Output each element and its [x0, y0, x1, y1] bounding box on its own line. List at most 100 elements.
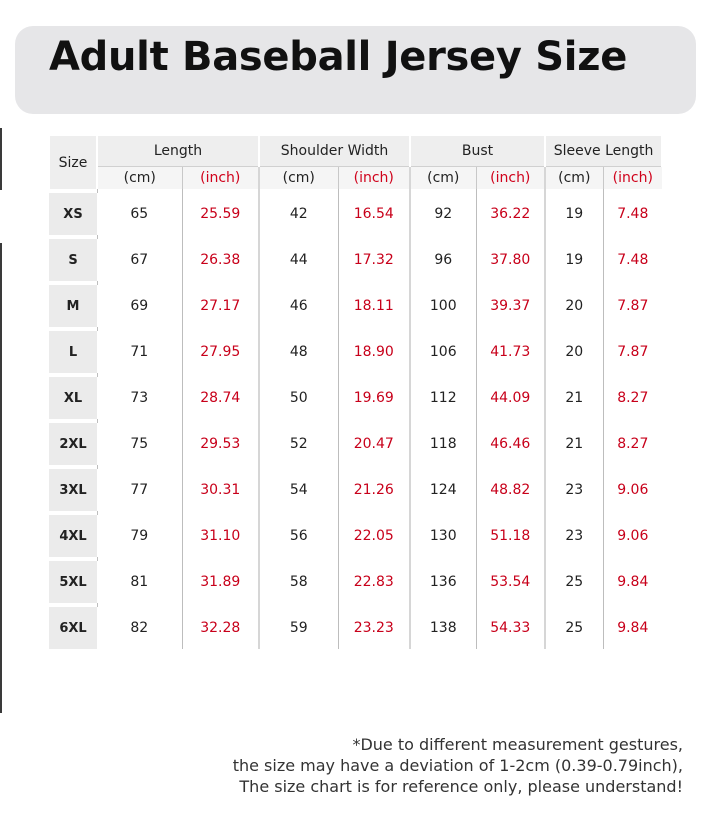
- row-spacer-cell: [544, 373, 604, 377]
- inch-value-cell: 7.87: [602, 285, 663, 327]
- size-label: S: [49, 239, 97, 281]
- inch-value-cell: 16.54: [337, 193, 411, 235]
- row-spacer-cell: [602, 465, 663, 469]
- cm-value-cell: 75: [130, 436, 149, 452]
- inch-value-cell: 18.11: [337, 285, 411, 327]
- table-row: 2XL 75 29.53 52 20.47 118 46.46 21 8.27: [49, 423, 663, 465]
- row-spacer-cell: [96, 557, 182, 561]
- cm-value-cell: 19: [544, 239, 604, 281]
- row-spacer-cell: [337, 557, 411, 561]
- cm-value-cell: 65: [130, 206, 149, 222]
- row-spacer: [49, 557, 663, 561]
- row-spacer: [49, 373, 663, 377]
- size-label: XL: [49, 377, 97, 419]
- row-spacer-cell: [475, 373, 546, 377]
- left-edge-rule: [0, 243, 2, 713]
- row-spacer-cell: [181, 235, 260, 239]
- size-label: M: [49, 285, 97, 327]
- row-spacer-cell: [258, 373, 339, 377]
- row-spacer-cell: [258, 419, 339, 423]
- inch-value-cell: 22.05: [337, 515, 411, 557]
- row-spacer-cell: [49, 511, 97, 515]
- cm-value-cell: 130: [409, 515, 477, 557]
- row-spacer-cell: [475, 327, 546, 331]
- row-spacer-cell: [602, 557, 663, 561]
- cm-value-cell: 25: [544, 561, 604, 603]
- inch-value-cell: 9.06: [602, 515, 663, 557]
- inch-value-cell: 46.46: [475, 423, 546, 465]
- sleeve-length-header: Sleeve Length: [544, 136, 664, 167]
- row-spacer-cell: [258, 281, 339, 285]
- row-spacer-cell: [181, 557, 260, 561]
- cm-value-cell: 59: [258, 607, 339, 649]
- cm-value-cell: 77: [130, 482, 149, 498]
- row-spacer-cell: [409, 281, 477, 285]
- note-line: *Due to different measurement gestures,: [352, 735, 683, 754]
- table-row: M 69 27.17 46 18.11 100 39.37 20 7.87: [49, 285, 663, 327]
- row-spacer-cell: [49, 465, 97, 469]
- inch-value-cell: 26.38: [181, 239, 260, 281]
- row-spacer-cell: [475, 465, 546, 469]
- inch-value-cell: 8.27: [602, 377, 663, 419]
- row-spacer-cell: [544, 511, 604, 515]
- row-spacer-cell: [337, 603, 411, 607]
- row-spacer-cell: [602, 281, 663, 285]
- size-label: 2XL: [49, 423, 97, 465]
- inch-value-cell: 32.28: [181, 607, 260, 649]
- row-spacer-cell: [544, 465, 604, 469]
- row-spacer-cell: [544, 557, 604, 561]
- row-spacer-cell: [96, 465, 182, 469]
- row-spacer-cell: [337, 235, 411, 239]
- cm-value-cell: 19: [544, 193, 604, 235]
- row-spacer-cell: [475, 189, 546, 193]
- cm-value-cell: 21: [544, 423, 604, 465]
- row-spacer-cell: [49, 281, 97, 285]
- row-spacer: [49, 189, 663, 193]
- row-spacer-cell: [337, 189, 411, 193]
- row-spacer-cell: [544, 189, 604, 193]
- size-column-header: Size: [48, 136, 98, 189]
- row-spacer-cell: [337, 465, 411, 469]
- cm-value-cell: 42: [258, 193, 339, 235]
- cm-value-cell: 58: [258, 561, 339, 603]
- cm-value-cell: 118: [409, 423, 477, 465]
- row-spacer-cell: [337, 419, 411, 423]
- inch-value-cell: 9.84: [602, 607, 663, 649]
- cm-value-cell: 56: [258, 515, 339, 557]
- row-spacer-cell: [49, 189, 97, 193]
- cm-value-cell: 48: [258, 331, 339, 373]
- row-spacer-cell: [409, 557, 477, 561]
- inch-value-cell: 9.06: [602, 469, 663, 511]
- row-spacer-cell: [602, 235, 663, 239]
- row-spacer-cell: [49, 235, 97, 239]
- table-row: XS 65 25.59 42 16.54 92 36.22 19 7.48: [49, 193, 663, 235]
- row-spacer-cell: [409, 603, 477, 607]
- row-spacer-cell: [544, 419, 604, 423]
- cm-value-cell: 81: [130, 574, 149, 590]
- row-spacer-cell: [602, 603, 663, 607]
- cm-value-cell: 79: [130, 528, 149, 544]
- row-spacer-cell: [475, 281, 546, 285]
- cm-value-cell: 71: [130, 344, 149, 360]
- table-row: 6XL 82 32.28 59 23.23 138 54.33 25 9.84: [49, 607, 663, 649]
- size-label: 5XL: [49, 561, 97, 603]
- row-spacer-cell: [409, 373, 477, 377]
- row-spacer: [49, 281, 663, 285]
- size-label: 6XL: [49, 607, 97, 649]
- row-spacer-cell: [181, 189, 260, 193]
- row-spacer-cell: [49, 603, 97, 607]
- row-spacer-cell: [409, 235, 477, 239]
- row-spacer-cell: [475, 511, 546, 515]
- table-row: 4XL 79 31.10 56 22.05 130 51.18 23 9.06: [49, 515, 663, 557]
- row-spacer-cell: [544, 235, 604, 239]
- row-spacer-cell: [49, 557, 97, 561]
- row-spacer-cell: [181, 603, 260, 607]
- inch-value-cell: 27.95: [181, 331, 260, 373]
- inch-value-cell: 41.73: [475, 331, 546, 373]
- row-spacer-cell: [258, 189, 339, 193]
- row-spacer-cell: [181, 511, 260, 515]
- inch-value-cell: 31.89: [181, 561, 260, 603]
- row-spacer-cell: [475, 419, 546, 423]
- row-spacer-cell: [409, 327, 477, 331]
- row-spacer-cell: [96, 189, 182, 193]
